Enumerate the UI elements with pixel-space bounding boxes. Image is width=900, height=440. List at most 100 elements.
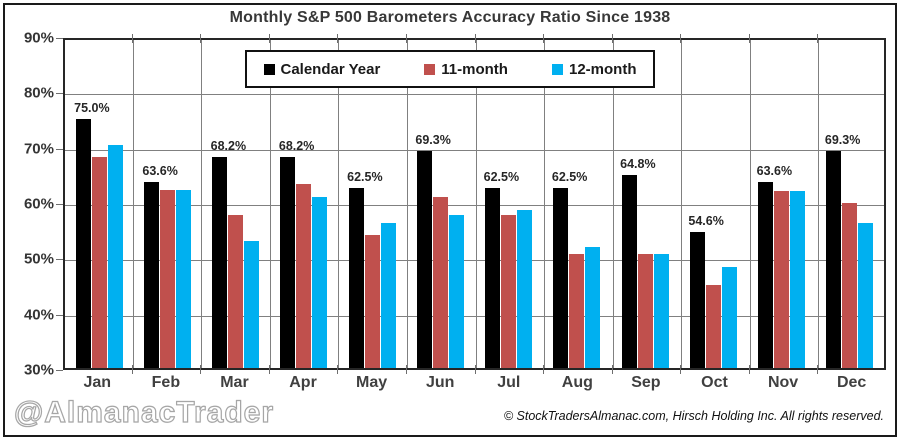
x-tick-label-oct: Oct [701,374,728,391]
x-tick-label-jun: Jun [425,374,455,391]
bar-11-month-mar [228,215,244,368]
y-tick [56,148,63,150]
x-tick [474,365,476,374]
gridline-v [818,40,820,368]
bar-11-month-feb [159,190,175,368]
x-tick [543,34,545,43]
watermark: @AlmanacTrader [13,395,275,429]
bar-12-month-sep [653,253,669,368]
month-group-aug: 62.5% [543,40,611,368]
bar-value-label: 62.5% [483,170,520,184]
gridline-v [406,40,408,368]
bar-12-month-nov [790,190,806,368]
bar-11-month-nov [774,190,790,368]
legend: Calendar Year 11-month 12-month [245,50,655,88]
bar-12-month-aug [585,247,601,368]
bar-12-month-dec [858,223,874,368]
x-tick [131,34,133,43]
x-tick [611,365,613,374]
gridline-h [65,94,884,96]
bar-calendar-year-mar [212,156,228,368]
bar-11-month-sep [637,254,653,368]
x-tick [748,34,750,43]
x-tick [337,365,339,374]
bars [65,119,133,368]
gridline-h [65,205,884,206]
x-tick-label-apr: Apr [289,374,317,391]
bars [406,150,474,368]
bar-12-month-feb [175,190,191,368]
month-group-feb: 63.6% [133,40,201,368]
gridline-v [749,40,751,368]
y-tick [56,370,63,371]
y-tick [56,38,63,39]
bar-12-month-mar [244,241,260,368]
bar-11-month-may [364,235,380,368]
x-tick-label-may: May [356,374,388,391]
x-tick-label-aug: Aug [561,374,593,391]
y-tick-label: 30% [23,361,54,379]
gridline-v [612,40,614,368]
x-tick [543,365,545,374]
bar-value-label: 68.2% [210,139,247,153]
x-tick [817,34,819,43]
bars [270,156,338,368]
gridline-v [269,40,271,368]
bar-value-label: 64.8% [620,157,656,171]
bars [543,188,611,368]
legend-swatch-12-month [551,63,563,75]
bar-value-label: 63.6% [756,164,793,178]
x-tick [268,365,270,374]
month-group-jan: 75.0% [65,40,133,368]
x-tick [474,34,476,43]
bar-11-month-jun [432,196,448,368]
bar-calendar-year-jun [416,150,432,368]
bars [475,188,543,368]
bars [133,182,201,368]
bar-value-label: 62.5% [347,170,383,184]
bar-11-month-aug [569,254,585,368]
x-tick [405,34,407,43]
bars [611,175,679,368]
bar-calendar-year-may [348,188,364,368]
x-tick-label-feb: Feb [151,374,181,391]
x-tick-label-jul: Jul [497,374,521,391]
bar-12-month-apr [312,196,328,368]
bar-calendar-year-sep [621,175,637,368]
gridline-v [681,40,683,368]
month-group-mar: 68.2% [202,40,270,368]
bars [338,188,406,368]
gridline-h [65,315,884,317]
x-tick-label-jan: Jan [83,374,112,391]
bar-11-month-dec [842,203,858,368]
bar-12-month-jan [107,145,123,368]
bar-11-month-oct [705,285,721,368]
x-axis: Jan Feb Mar Apr May Jun Jul Aug Sep Oct Nov Dec [63,374,886,392]
legend-item-calendar-year: Calendar Year [263,61,380,78]
bars [816,150,884,368]
month-group-nov: 63.6% [748,40,816,368]
y-tick-label: 70% [23,140,54,158]
bar-12-month-jun [448,215,464,368]
x-tick [337,34,339,43]
bar-calendar-year-feb [143,182,159,368]
bars [679,231,747,368]
bar-value-label: 75.0% [74,101,110,115]
x-tick [131,365,133,374]
x-tick-label-dec: Dec [836,374,867,391]
x-tick-label-sep: Sep [631,374,661,391]
y-tick [56,93,63,95]
y-tick [56,259,63,261]
gridline-h [65,260,884,262]
x-tick [680,365,682,374]
bar-11-month-jul [501,214,517,368]
x-tick [817,365,819,374]
y-tick-label: 40% [23,306,54,324]
copyright-credit: © StockTradersAlmanac.com, Hirsch Holdin… [503,409,884,423]
chart-title: Monthly S&P 500 Barometers Accuracy Rati… [229,9,671,26]
month-group-sep: 64.8% [611,40,679,368]
legend-swatch-11-month [424,63,436,75]
y-tick-label: 60% [23,195,54,213]
x-tick [611,34,613,43]
